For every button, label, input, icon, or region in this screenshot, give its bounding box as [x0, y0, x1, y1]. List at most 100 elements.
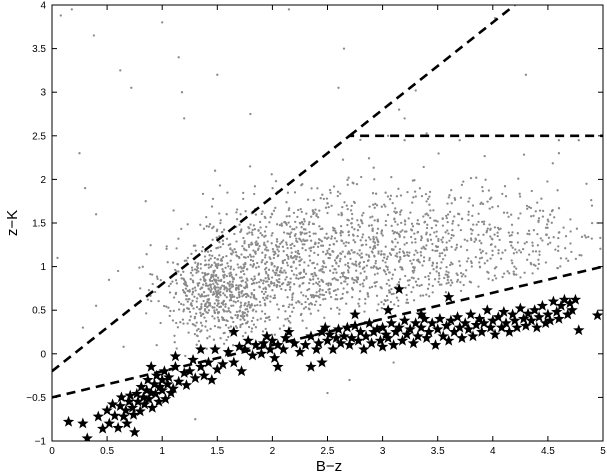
data-point-dot [491, 253, 494, 257]
data-point-dot [303, 220, 306, 223]
data-point-dot [244, 331, 247, 334]
data-point-dot [228, 299, 232, 302]
data-point-dot [316, 263, 319, 266]
y-tick-label: 0.5 [32, 306, 46, 317]
data-point-dot [251, 242, 254, 246]
data-point-dot [232, 300, 235, 303]
data-point-dot [249, 258, 253, 262]
data-point-dot [367, 259, 370, 262]
data-point-dot [305, 326, 308, 330]
data-point-dot [400, 268, 403, 271]
data-point-dot [346, 276, 350, 280]
data-point-dot [235, 284, 238, 287]
data-point-dot [480, 242, 483, 245]
data-point-dot [384, 191, 387, 194]
data-point-dot [141, 265, 144, 268]
data-point-dot [246, 305, 249, 308]
data-point-dot [373, 219, 376, 222]
data-point-dot [311, 209, 314, 212]
data-point-dot [537, 219, 540, 222]
data-point-dot [229, 267, 232, 271]
data-point-dot [569, 230, 572, 233]
data-point-dot [235, 218, 239, 221]
data-point-dot [312, 296, 315, 299]
data-point-dot [276, 266, 279, 269]
data-point-dot [303, 243, 306, 246]
data-point-star [393, 283, 405, 295]
data-point-dot [284, 310, 287, 313]
data-point-dot [191, 299, 194, 302]
data-point-dot [253, 297, 256, 300]
data-point-dot [169, 282, 172, 286]
data-point-star [228, 326, 240, 337]
data-point-star [222, 346, 235, 357]
data-point-dot [322, 265, 325, 268]
data-point-dot [272, 209, 276, 212]
data-point-dot [218, 292, 221, 295]
data-point-dot [347, 271, 350, 274]
data-point-dot [447, 196, 450, 199]
data-point-dot [187, 331, 190, 334]
data-point-dot [325, 197, 329, 200]
data-point-dot [510, 244, 513, 247]
data-point-dot [399, 213, 402, 216]
data-point-dot [295, 274, 298, 277]
data-point-dot [316, 245, 320, 249]
data-point-dot [569, 218, 572, 221]
data-point-dot [299, 313, 303, 317]
data-point-star [239, 343, 251, 355]
data-point-dot [390, 224, 393, 228]
data-point-dot [438, 283, 441, 286]
data-point-dot [232, 304, 235, 307]
data-point-dot [587, 235, 590, 239]
data-point-dot [445, 214, 448, 218]
data-point-dot [467, 218, 470, 222]
data-point-dot [472, 223, 475, 226]
data-point-dot [290, 303, 294, 306]
data-point-dot [180, 91, 184, 94]
data-point-dot [346, 207, 349, 211]
data-point-star [272, 360, 284, 372]
data-point-dot [244, 308, 247, 311]
data-point-dot [321, 193, 324, 196]
data-point-dot [286, 283, 289, 287]
data-point-dot [254, 310, 258, 313]
data-point-dot [302, 223, 305, 226]
data-point-dot [270, 276, 274, 279]
data-point-dot [441, 257, 445, 261]
data-point-dot [401, 250, 405, 253]
data-point-dot [299, 231, 302, 234]
data-point-dot [365, 243, 368, 246]
data-point-dot [244, 292, 247, 296]
data-point-dot [220, 263, 224, 266]
data-point-dot [267, 275, 270, 279]
data-point-dot [287, 305, 290, 309]
data-point-dot [399, 210, 402, 214]
data-point-star [96, 422, 109, 434]
data-point-dot [194, 249, 198, 252]
data-point-dot [580, 235, 584, 239]
data-point-dot [371, 247, 375, 251]
data-point-dot [155, 275, 159, 278]
data-point-dot [338, 308, 341, 311]
data-point-dot [355, 269, 358, 272]
data-point-dot [313, 303, 317, 307]
data-point-dot [426, 287, 430, 290]
data-point-dot [298, 260, 301, 263]
data-point-dot [362, 285, 365, 288]
data-point-dot [412, 277, 415, 280]
data-point-dot [275, 269, 278, 272]
data-point-dot [213, 311, 216, 314]
data-point-dot [522, 153, 526, 156]
data-point-dot [156, 277, 159, 281]
data-point-dot [312, 282, 315, 286]
data-point-dot [361, 222, 364, 225]
data-point-dot [546, 180, 549, 183]
data-point-dot [207, 298, 211, 301]
x-tick-label: 4.5 [541, 446, 555, 457]
data-point-dot [171, 280, 174, 283]
data-point-dot [242, 293, 246, 296]
data-point-dot [227, 326, 230, 329]
data-point-dot [303, 261, 306, 264]
data-point-dot [356, 234, 359, 238]
